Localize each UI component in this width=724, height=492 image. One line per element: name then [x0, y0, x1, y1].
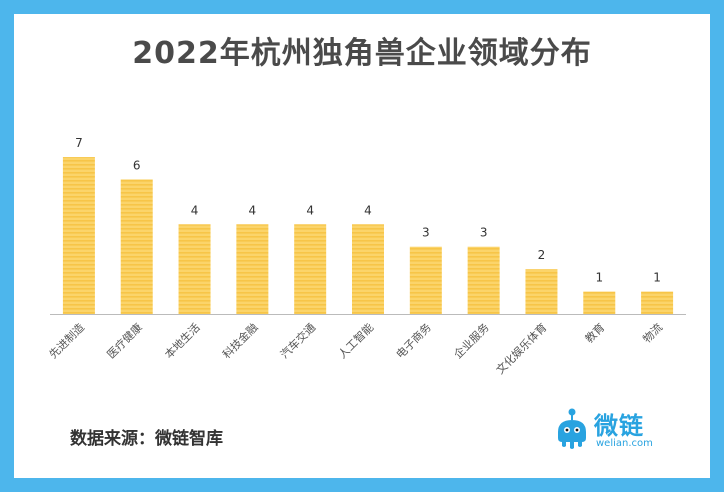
bar-7	[409, 246, 442, 314]
bar-3	[178, 224, 211, 314]
chart-title: 2022年杭州独角兽企业领域分布	[132, 36, 592, 71]
data-source: 数据来源：微链智库	[70, 429, 223, 449]
value-label-1: 7	[75, 136, 83, 150]
value-label-7: 3	[422, 226, 430, 240]
category-label-3: 本地生活	[162, 320, 203, 361]
value-label-8: 3	[480, 226, 488, 240]
category-label-1: 先进制造	[46, 320, 87, 361]
category-label-8: 企业服务	[451, 320, 492, 361]
bar-10	[583, 291, 616, 314]
value-label-3: 4	[191, 203, 199, 217]
category-label-11: 物流	[640, 320, 665, 345]
category-label-6: 人工智能	[335, 320, 376, 361]
category-label-2: 医疗健康	[104, 320, 145, 361]
bar-4	[236, 224, 269, 314]
value-label-4: 4	[249, 203, 257, 217]
value-label-2: 6	[133, 158, 141, 172]
category-label-5: 汽车交通	[277, 320, 318, 361]
brand-name: 微链	[594, 412, 644, 440]
bar-1	[62, 157, 95, 314]
category-label-10: 教育	[582, 320, 607, 345]
value-label-5: 4	[306, 203, 314, 217]
category-label-9: 文化娱乐体育	[493, 320, 550, 377]
brand-url: welian.com	[596, 438, 653, 449]
brand-logo: 微链 welian.com	[552, 402, 662, 456]
value-label-9: 2	[538, 248, 546, 262]
octopus-icon	[558, 408, 586, 449]
bar-2	[120, 179, 153, 314]
value-label-10: 1	[595, 271, 603, 285]
value-label-6: 4	[364, 203, 372, 217]
category-label-7: 电子商务	[393, 320, 434, 361]
bar-6	[352, 224, 384, 314]
bar-11	[641, 291, 674, 314]
value-label-11: 1	[653, 271, 661, 285]
bar-8	[467, 246, 500, 314]
bar-5	[294, 224, 327, 314]
bar-9	[525, 269, 558, 314]
category-label-4: 科技金融	[219, 320, 260, 361]
